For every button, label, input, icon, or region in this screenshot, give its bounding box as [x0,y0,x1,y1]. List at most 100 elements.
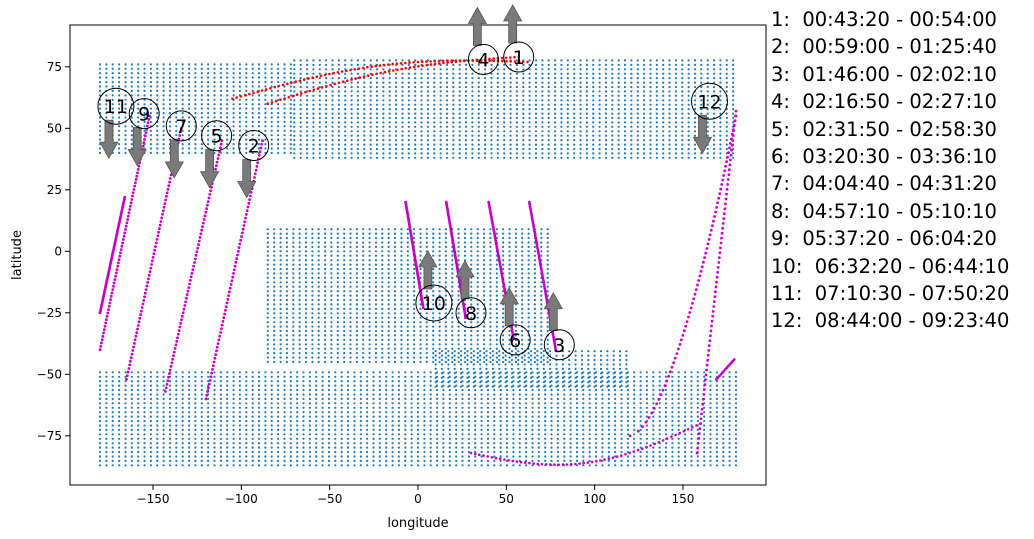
grid-point [388,143,391,146]
grid-point [194,406,197,409]
grid-point [327,433,331,436]
grid-point [251,455,254,458]
grid-point [439,152,442,155]
grid-point [283,393,286,396]
grid-point [277,433,280,436]
grid-point [270,98,273,101]
grid-point [226,380,229,383]
grid-point [719,94,722,97]
grid-point [299,72,302,75]
grid-point [149,81,152,84]
grid-point [574,363,577,366]
grid-point [264,455,267,458]
grid-point [98,380,102,383]
grid-point [175,120,178,123]
grid-point [521,356,524,359]
grid-point [579,85,582,89]
grid-point [387,329,390,333]
grid-point [98,120,102,123]
grid-point [464,121,468,124]
grid-point [245,393,248,396]
grid-point [413,334,416,337]
grid-point [349,321,352,324]
grid-point [226,415,229,418]
grid-point [368,236,371,240]
grid-point [336,254,339,257]
grid-point [514,294,518,297]
grid-point [382,99,385,102]
grid-point [372,459,375,462]
grid-point [162,424,165,427]
grid-point [444,267,447,271]
grid-point [522,130,525,133]
grid-point [674,59,678,62]
grid-point [331,99,334,102]
grid-point [181,151,184,154]
grid-point [460,350,463,353]
grid-point [336,303,339,306]
grid-point [137,116,140,119]
grid-point [432,290,435,293]
grid-point [655,156,658,159]
grid-point [483,347,486,350]
grid-point [387,298,390,302]
grid-point [124,393,127,396]
grid-point [181,393,184,396]
grid-point [400,285,403,288]
grid-point [592,81,595,84]
grid-point [130,446,133,449]
grid-point [257,125,261,128]
grid-point [311,321,314,324]
grid-point [298,352,301,355]
grid-point [325,59,328,62]
grid-point [350,108,353,111]
grid-point [273,254,276,257]
grid-point [156,67,159,70]
grid-point [375,81,379,84]
grid-point [344,90,347,93]
grid-point [530,350,533,353]
grid-point [706,90,709,93]
grid-point [560,63,563,66]
grid-point [330,236,333,240]
grid-point [547,72,550,75]
grid-point [560,99,563,102]
grid-point [611,147,614,151]
grid-point [381,338,384,341]
grid-point [432,347,435,350]
grid-point [374,294,378,297]
grid-point [279,329,282,333]
grid-point [308,393,311,396]
grid-point [514,241,518,244]
grid-point [401,108,404,111]
grid-point [149,380,152,383]
grid-point [592,152,595,155]
grid-point [304,343,308,346]
grid-point [636,103,639,106]
grid-point [232,419,235,423]
grid-point [495,334,498,337]
grid-point [130,76,133,79]
grid-point [368,360,371,364]
grid-point [327,384,331,387]
grid-point [387,263,390,266]
grid-point [264,120,267,123]
grid-point [445,156,449,159]
grid-point [560,152,563,155]
grid-point [324,298,327,302]
grid-point [451,329,454,333]
grid-point [385,384,388,387]
grid-point [393,236,397,240]
grid-point [585,112,589,115]
grid-point [324,254,327,257]
grid-point [299,81,302,84]
grid-point [476,259,479,262]
grid-point [547,103,550,106]
grid-point [238,393,241,396]
grid-point [292,259,295,262]
grid-point [463,347,467,350]
grid-point [477,103,480,106]
grid-point [251,112,254,115]
grid-point [168,397,172,400]
grid-point [509,90,512,93]
